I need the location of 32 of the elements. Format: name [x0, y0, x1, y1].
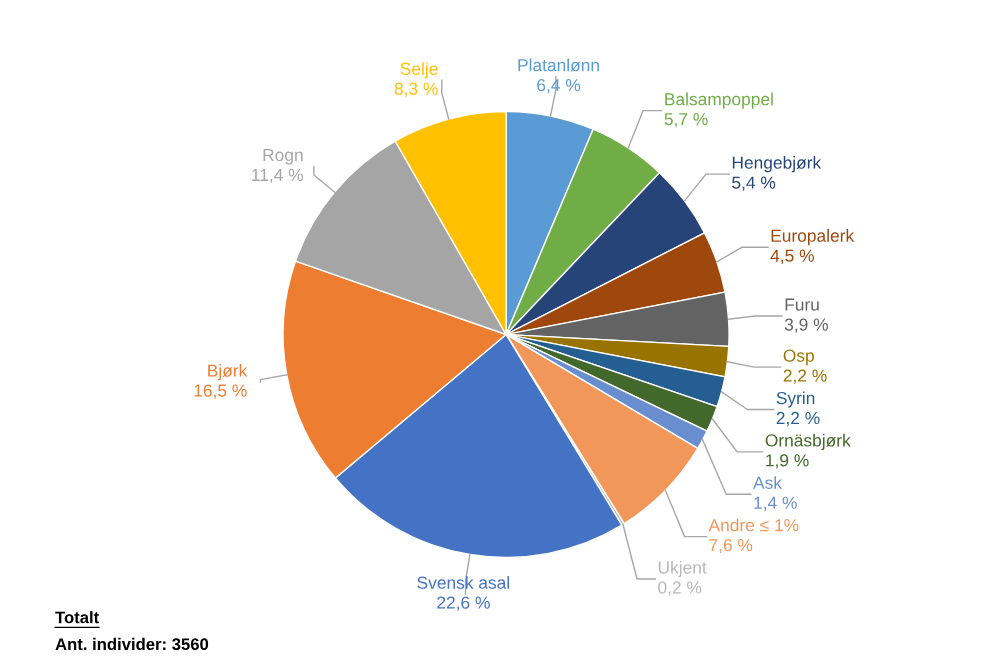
data-label: 5,7 %	[664, 113, 708, 128]
slice-label: Hengebjørk	[732, 156, 822, 173]
slice-label: Selje	[400, 62, 438, 79]
data-label: 2,2 %	[776, 411, 820, 427]
data-label: 22,6 %	[437, 596, 490, 611]
slice-label: Balsampoppel	[665, 92, 773, 109]
slice-label: Platanlønn	[518, 58, 599, 72]
text: Ant. individer: 3560	[55, 637, 209, 651]
slice-label: Rogn	[263, 148, 303, 165]
data-label: 11,4 %	[252, 168, 303, 184]
slice-label: Ukjent	[658, 560, 707, 578]
slice-label: Svensk asal	[417, 576, 510, 589]
data-label: 4,5 %	[770, 249, 814, 264]
slice-label: Ornäsbjørk	[765, 433, 851, 450]
data-label: 6,4 %	[537, 78, 581, 94]
slice-label: Andre ≤ 1%	[708, 518, 799, 532]
data-label: 7,6 %	[709, 538, 753, 554]
data-label: 16,5 %	[194, 384, 247, 399]
slice-label: Bjørk	[208, 364, 248, 381]
slice-label: Europalerk	[771, 229, 855, 246]
data-label: 2,2 %	[783, 369, 827, 384]
slice-label: Furu	[785, 298, 819, 311]
data-label: 1,9 %	[766, 454, 809, 469]
data-label: 0,2 %	[658, 581, 702, 596]
data-label: 5,4 %	[732, 176, 776, 191]
data-label: 1,4 %	[754, 496, 797, 511]
slice-label: Osp	[783, 349, 814, 366]
slice-label: Syrin	[776, 391, 815, 408]
data-label: 3,9 %	[784, 318, 828, 333]
slice-label: Ask	[753, 476, 783, 489]
text: Totalt	[55, 611, 99, 624]
data-label: 8,3 %	[394, 82, 438, 97]
